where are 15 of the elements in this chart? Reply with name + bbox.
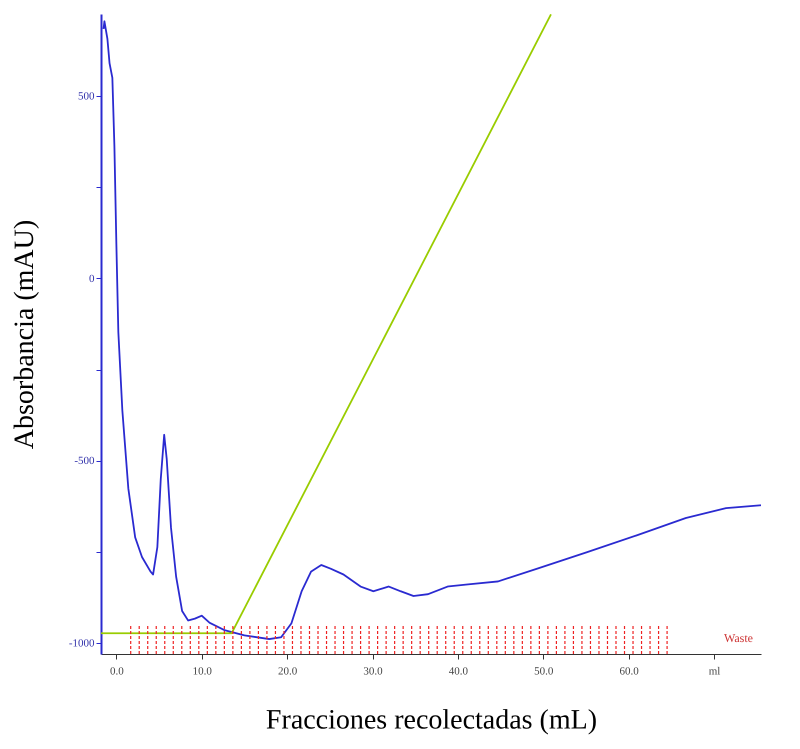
x-tick-label: 10.0	[192, 666, 212, 678]
x-tick-label: ml	[708, 666, 720, 678]
y-tick-label: -500	[74, 455, 95, 468]
x-tick-label: 30.0	[363, 666, 384, 678]
x-tick-label: 50.0	[534, 666, 554, 678]
y-tick-label: 0	[89, 272, 95, 285]
annotation: Waste	[724, 631, 753, 645]
x-tick-label: 20.0	[278, 666, 298, 678]
y-tick-label: 500	[78, 90, 95, 103]
y-tick-label: -1000	[68, 638, 95, 650]
x-axis-title: Fracciones recolectadas (mL)	[266, 704, 598, 736]
x-tick-label: 60.0	[620, 666, 640, 678]
x-tick-label: 0.0	[110, 666, 124, 678]
y-axis-title: Absorbancia (mAU)	[8, 220, 40, 450]
x-tick-label: 40.0	[448, 666, 469, 678]
